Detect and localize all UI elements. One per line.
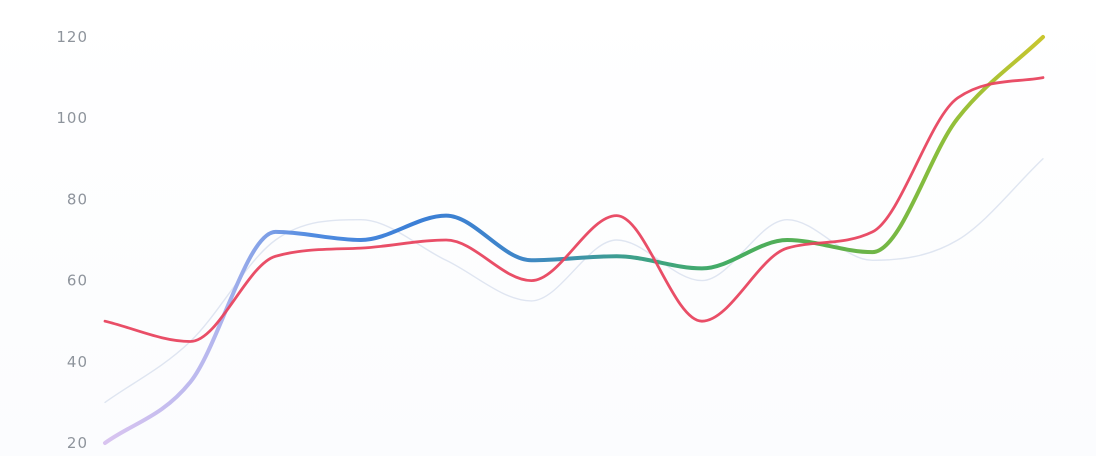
series-line-1	[104, 158, 1044, 404]
y-tick-label: 60	[67, 272, 88, 290]
y-tick-label: 80	[67, 190, 88, 208]
y-axis-ticks: 20 40 60 80 100 120	[56, 28, 88, 452]
y-tick-label: 20	[67, 434, 88, 452]
series-line-3	[103, 76, 1045, 343]
series-line-2	[103, 35, 1045, 445]
y-tick-label: 120	[56, 28, 88, 46]
y-tick-label: 100	[56, 109, 88, 127]
series-layer	[103, 35, 1045, 445]
y-tick-label: 40	[67, 353, 88, 371]
